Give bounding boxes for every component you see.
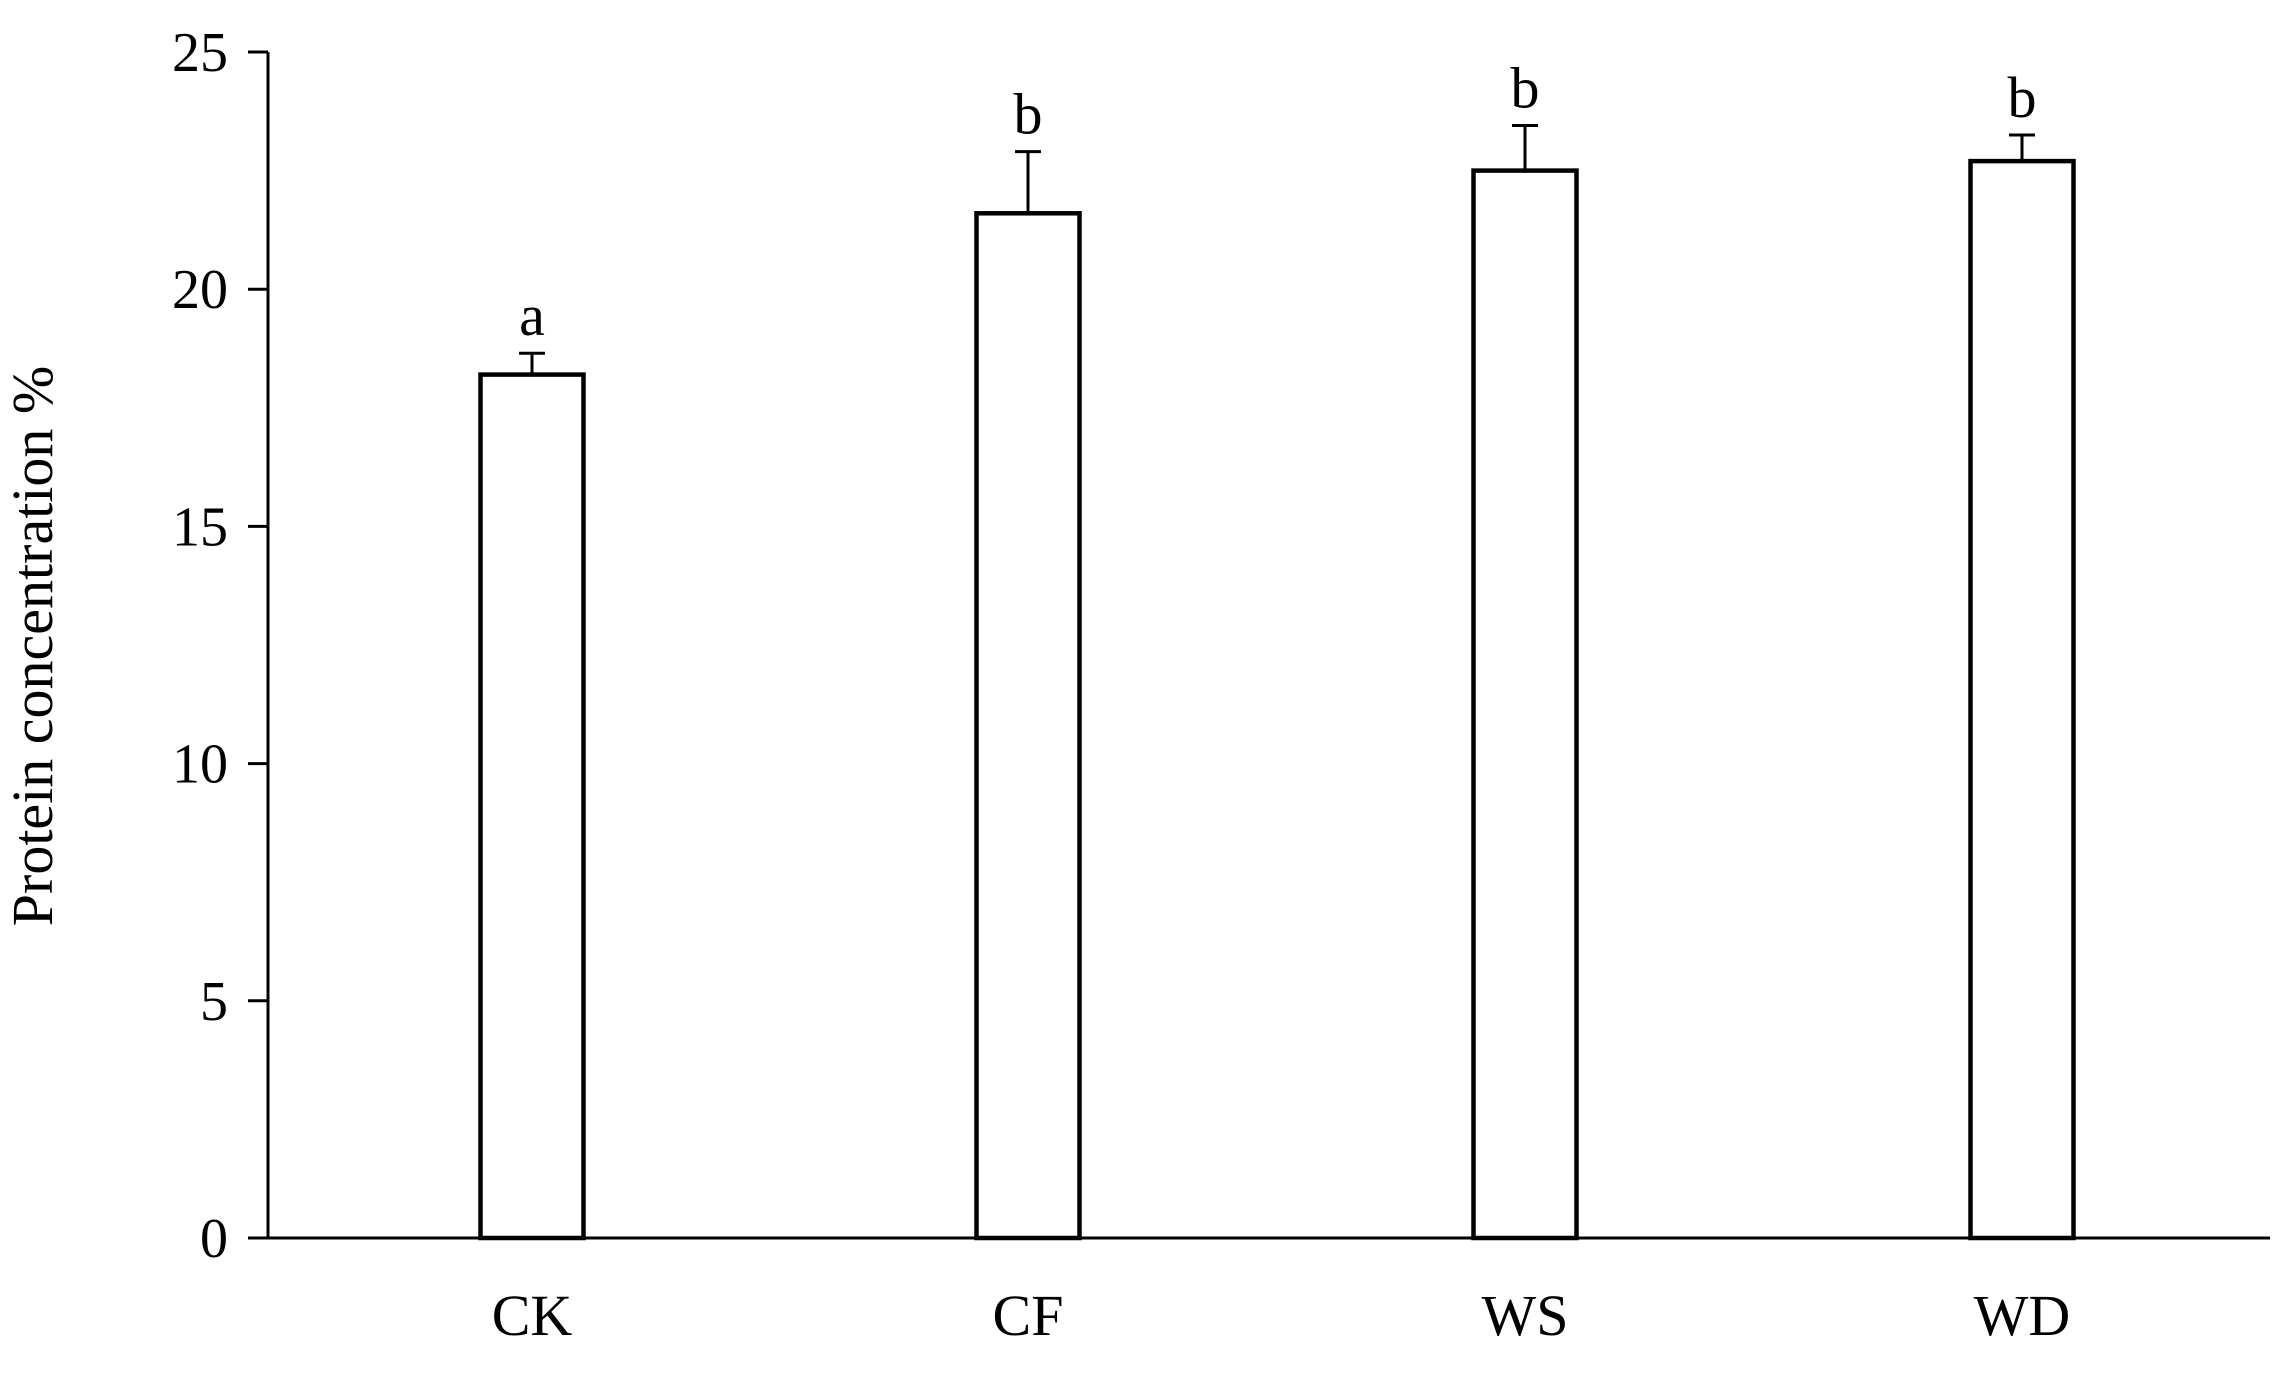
bar	[1471, 168, 1579, 1241]
y-tick-label: 10	[172, 734, 228, 796]
significance-letter: b	[2008, 65, 2037, 130]
y-axis-ticks: 0 5 10 15 20 25	[172, 22, 268, 1270]
bar	[1968, 158, 2076, 1241]
x-tick-label: WD	[1974, 1283, 2071, 1348]
significance-labels: a b b b	[519, 56, 2036, 349]
y-tick-label: 20	[172, 259, 228, 321]
x-tick-label: CK	[492, 1283, 573, 1348]
bar	[478, 372, 586, 1241]
bar	[974, 211, 1082, 1241]
x-tick-label: WS	[1482, 1283, 1569, 1348]
x-axis-ticks: CK CF WS WD	[492, 1283, 2071, 1348]
y-axis-label-group: Protein concentration %	[0, 366, 65, 927]
error-bars	[519, 124, 2035, 375]
significance-letter: b	[1511, 56, 1540, 121]
bars	[478, 158, 2076, 1241]
y-tick-label: 0	[200, 1208, 228, 1270]
y-tick-label: 25	[172, 22, 228, 84]
x-tick-label: CF	[993, 1283, 1064, 1348]
y-axis-label: Protein concentration %	[0, 366, 65, 927]
y-tick-label: 15	[172, 496, 228, 558]
significance-letter: a	[519, 283, 545, 348]
y-tick-label: 5	[200, 971, 228, 1033]
significance-letter: b	[1014, 82, 1043, 147]
